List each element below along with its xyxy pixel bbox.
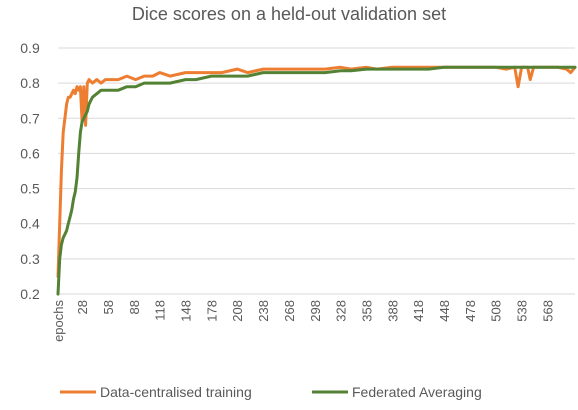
legend-item-federated-averaging-label: Federated Averaging: [352, 384, 482, 400]
y-tick-label: 0.8: [20, 75, 40, 91]
series-line-data-centralised: [56, 65, 577, 278]
x-tick-label: 148: [179, 300, 194, 322]
x-tick-label: 88: [127, 300, 142, 314]
legend-item-data-centralised-label: Data-centralised training: [100, 384, 252, 400]
y-tick-label: 0.4: [20, 216, 40, 232]
chart-title: Dice scores on a held-out validation set: [132, 4, 446, 24]
y-axis-tick-labels: 0.2 0.3 0.4 0.5 0.6 0.7 0.8 0.9: [20, 40, 40, 302]
x-tick-label: 328: [334, 300, 349, 322]
x-tick-label: 178: [204, 300, 219, 322]
y-tick-label: 0.5: [20, 181, 40, 197]
x-tick-label: 268: [282, 300, 297, 322]
x-tick-label: 238: [256, 300, 271, 322]
x-tick-label: 298: [308, 300, 323, 322]
x-tick-label: 418: [411, 300, 426, 322]
y-tick-label: 0.2: [20, 286, 40, 302]
x-tick-label: 358: [359, 300, 374, 322]
x-axis-tick-labels: epochs 28 58 88 118 148 178 208 238 268 298 328 358 3…: [51, 300, 555, 342]
legend: Data-centralised training Federated Avera…: [60, 384, 482, 400]
x-tick-label: 478: [463, 300, 478, 322]
y-tick-label: 0.3: [20, 251, 40, 267]
x-tick-label: 388: [385, 300, 400, 322]
series-lines: [56, 65, 577, 296]
x-tick-label: 118: [153, 300, 168, 321]
x-tick-label: 448: [437, 300, 452, 322]
x-tick-label: 208: [230, 300, 245, 322]
x-tick-label: 508: [489, 300, 504, 322]
series-line-federated-averaging: [56, 65, 577, 296]
x-tick-label: 58: [101, 300, 116, 314]
y-tick-label: 0.7: [20, 110, 40, 126]
grid-lines: [58, 47, 575, 295]
y-tick-label: 0.9: [20, 40, 40, 56]
x-tick-label: 28: [75, 300, 90, 314]
x-tick-label: 568: [540, 300, 555, 322]
x-tick-label: epochs: [51, 300, 66, 342]
y-tick-label: 0.6: [20, 145, 40, 161]
x-tick-label: 538: [515, 300, 530, 322]
